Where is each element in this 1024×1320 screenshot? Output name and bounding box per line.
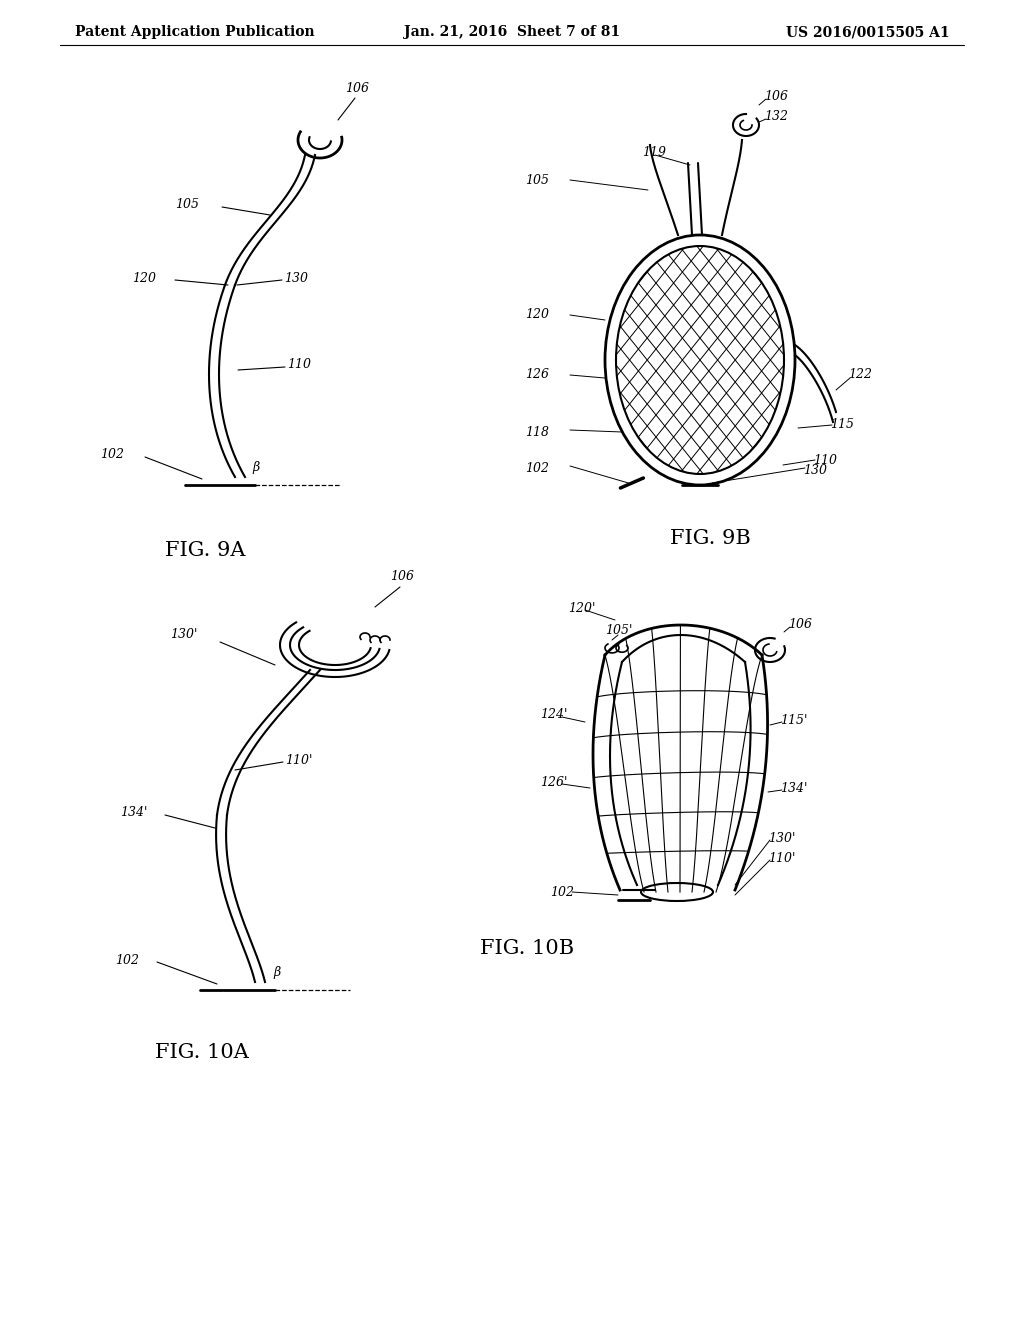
Text: 130: 130 (803, 463, 827, 477)
Text: 102: 102 (550, 886, 574, 899)
Text: β: β (252, 461, 259, 474)
Text: 130: 130 (284, 272, 308, 285)
Text: Jan. 21, 2016  Sheet 7 of 81: Jan. 21, 2016 Sheet 7 of 81 (403, 25, 621, 40)
Ellipse shape (616, 247, 783, 474)
Text: 105': 105' (605, 623, 633, 636)
Text: 105: 105 (525, 173, 549, 186)
Text: 134': 134' (780, 781, 807, 795)
Text: 130': 130' (768, 832, 796, 845)
Text: US 2016/0015505 A1: US 2016/0015505 A1 (786, 25, 950, 40)
Text: 115: 115 (830, 418, 854, 432)
Text: 110': 110' (285, 754, 312, 767)
Text: 120': 120' (568, 602, 595, 615)
Text: 102: 102 (115, 953, 139, 966)
Text: 110: 110 (287, 359, 311, 371)
Text: 120: 120 (525, 309, 549, 322)
Text: 106: 106 (390, 570, 414, 583)
Text: 106: 106 (788, 619, 812, 631)
Text: 122: 122 (848, 368, 872, 381)
Text: FIG. 10B: FIG. 10B (480, 939, 574, 957)
Text: 118: 118 (525, 425, 549, 438)
Text: 119: 119 (642, 147, 666, 160)
Text: FIG. 9A: FIG. 9A (165, 540, 246, 560)
Text: 105: 105 (175, 198, 199, 211)
Text: 124': 124' (540, 709, 567, 722)
Text: 126: 126 (525, 368, 549, 381)
Text: Patent Application Publication: Patent Application Publication (75, 25, 314, 40)
Text: FIG. 10A: FIG. 10A (155, 1043, 249, 1061)
Text: 102: 102 (525, 462, 549, 474)
Text: 106: 106 (764, 91, 788, 103)
Text: 120: 120 (132, 272, 156, 285)
Text: 110': 110' (768, 851, 796, 865)
Text: 126': 126' (540, 776, 567, 788)
Text: 130': 130' (170, 628, 198, 642)
Text: β: β (273, 966, 281, 979)
Text: 132: 132 (764, 111, 788, 124)
Text: 115': 115' (780, 714, 807, 726)
Text: FIG. 9B: FIG. 9B (670, 528, 751, 548)
Text: 110: 110 (813, 454, 837, 466)
Text: 102: 102 (100, 449, 124, 462)
Text: 106: 106 (345, 82, 369, 95)
Text: 134': 134' (120, 805, 147, 818)
